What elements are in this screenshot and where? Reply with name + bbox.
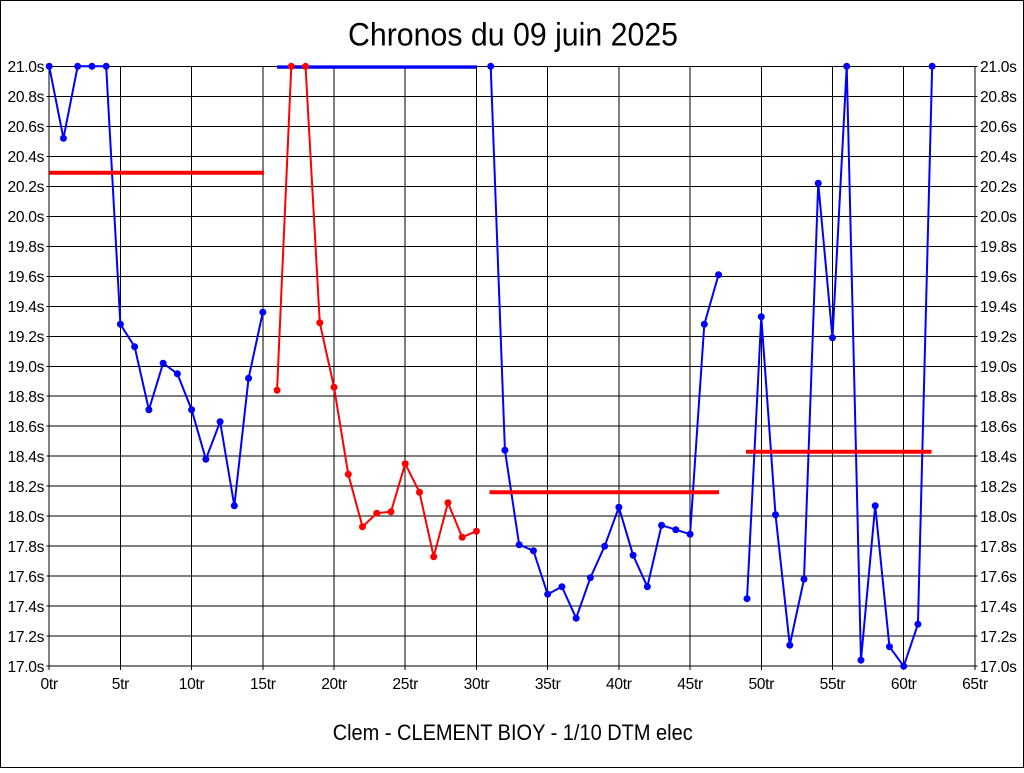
svg-text:Chronos du 09 juin 2025: Chronos du 09 juin 2025 xyxy=(348,16,678,52)
svg-text:0tr: 0tr xyxy=(41,676,58,693)
svg-text:45tr: 45tr xyxy=(677,676,703,693)
svg-text:18.0s: 18.0s xyxy=(8,509,45,526)
svg-text:20.0s: 20.0s xyxy=(8,209,45,226)
svg-text:17.6s: 17.6s xyxy=(8,569,45,586)
svg-text:18.2s: 18.2s xyxy=(8,479,45,496)
svg-text:18.4s: 18.4s xyxy=(8,449,45,466)
svg-text:21.0s: 21.0s xyxy=(980,59,1017,76)
svg-text:19.8s: 19.8s xyxy=(8,239,45,256)
svg-text:20.8s: 20.8s xyxy=(980,89,1017,106)
svg-text:20.0s: 20.0s xyxy=(980,209,1017,226)
svg-text:15tr: 15tr xyxy=(250,676,276,693)
svg-text:20.4s: 20.4s xyxy=(980,149,1017,166)
svg-text:19.8s: 19.8s xyxy=(980,239,1017,256)
svg-text:18.2s: 18.2s xyxy=(980,479,1017,496)
svg-text:20.2s: 20.2s xyxy=(8,179,45,196)
svg-text:20.2s: 20.2s xyxy=(980,179,1017,196)
svg-text:17.0s: 17.0s xyxy=(980,659,1017,676)
svg-text:19.6s: 19.6s xyxy=(980,269,1017,286)
svg-text:17.8s: 17.8s xyxy=(980,539,1017,556)
svg-text:19.4s: 19.4s xyxy=(980,299,1017,316)
svg-text:60tr: 60tr xyxy=(891,676,917,693)
svg-text:20.6s: 20.6s xyxy=(980,119,1017,136)
svg-text:17.6s: 17.6s xyxy=(980,569,1017,586)
svg-text:55tr: 55tr xyxy=(820,676,846,693)
svg-text:50tr: 50tr xyxy=(748,676,774,693)
svg-text:18.8s: 18.8s xyxy=(980,389,1017,406)
svg-text:20.4s: 20.4s xyxy=(8,149,45,166)
svg-text:19.0s: 19.0s xyxy=(980,359,1017,376)
svg-text:17.2s: 17.2s xyxy=(8,629,45,646)
svg-text:Clem - CLEMENT BIOY - 1/10 DTM: Clem - CLEMENT BIOY - 1/10 DTM elec xyxy=(333,720,693,745)
svg-text:5tr: 5tr xyxy=(112,676,129,693)
svg-text:17.8s: 17.8s xyxy=(8,539,45,556)
svg-text:17.0s: 17.0s xyxy=(8,659,45,676)
svg-text:19.2s: 19.2s xyxy=(980,329,1017,346)
svg-text:20tr: 20tr xyxy=(321,676,347,693)
svg-text:40tr: 40tr xyxy=(606,676,632,693)
svg-text:17.4s: 17.4s xyxy=(8,599,45,616)
svg-text:18.8s: 18.8s xyxy=(8,389,45,406)
svg-text:19.4s: 19.4s xyxy=(8,299,45,316)
svg-text:18.6s: 18.6s xyxy=(980,419,1017,436)
svg-text:20.8s: 20.8s xyxy=(8,89,45,106)
svg-text:17.2s: 17.2s xyxy=(980,629,1017,646)
svg-text:65tr: 65tr xyxy=(962,676,988,693)
svg-text:18.0s: 18.0s xyxy=(980,509,1017,526)
svg-text:19.2s: 19.2s xyxy=(8,329,45,346)
svg-text:35tr: 35tr xyxy=(535,676,561,693)
svg-text:19.6s: 19.6s xyxy=(8,269,45,286)
svg-text:21.0s: 21.0s xyxy=(8,59,45,76)
svg-text:20.6s: 20.6s xyxy=(8,119,45,136)
svg-text:10tr: 10tr xyxy=(179,676,205,693)
svg-text:17.4s: 17.4s xyxy=(980,599,1017,616)
svg-text:19.0s: 19.0s xyxy=(8,359,45,376)
svg-text:30tr: 30tr xyxy=(464,676,490,693)
svg-text:25tr: 25tr xyxy=(392,676,418,693)
svg-text:18.6s: 18.6s xyxy=(8,419,45,436)
svg-text:18.4s: 18.4s xyxy=(980,449,1017,466)
